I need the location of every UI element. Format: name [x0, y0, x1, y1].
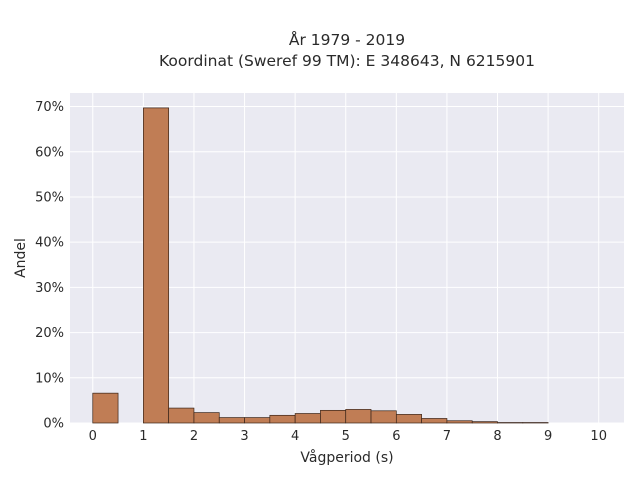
- histogram-bar: [244, 417, 271, 424]
- x-tick-label: 5: [342, 429, 350, 444]
- y-tick-label: 30%: [35, 281, 64, 296]
- y-tick-label: 0%: [43, 417, 64, 432]
- x-tick-label: 10: [590, 429, 607, 444]
- x-tick-label: 0: [89, 429, 97, 444]
- histogram-bar: [421, 418, 448, 424]
- chart-title-line-2: Koordinat (Sweref 99 TM): E 348643, N 62…: [159, 52, 535, 70]
- y-tick-label: 60%: [35, 145, 64, 160]
- histogram-bar: [218, 417, 245, 424]
- x-tick-label: 4: [291, 429, 299, 444]
- chart-title-line-1: År 1979 - 2019: [289, 30, 405, 49]
- x-tick-labels: 0 1 2 3 4 5 6 7 8 9 10: [89, 429, 607, 444]
- grid-lines: [70, 93, 624, 424]
- histogram-bar: [471, 421, 498, 424]
- histogram-bar: [370, 410, 397, 424]
- histogram-bar: [345, 409, 372, 424]
- x-tick-label: 6: [392, 429, 400, 444]
- bars-group: [92, 107, 549, 424]
- histogram-bar: [395, 414, 422, 424]
- histogram-bar: [320, 409, 347, 424]
- histogram-bar: [168, 407, 195, 424]
- x-tick-label: 8: [493, 429, 501, 444]
- y-tick-label: 10%: [35, 371, 64, 386]
- histogram-bar: [446, 420, 473, 424]
- x-tick-label: 3: [240, 429, 248, 444]
- y-tick-label: 50%: [35, 190, 64, 205]
- x-axis-label: Vågperiod (s): [300, 449, 393, 466]
- y-tick-label: 20%: [35, 326, 64, 341]
- histogram-bar: [92, 392, 119, 424]
- y-tick-label: 70%: [35, 100, 64, 115]
- x-tick-label: 9: [544, 429, 552, 444]
- y-axis-label: Andel: [13, 238, 29, 278]
- x-tick-label: 2: [190, 429, 198, 444]
- histogram-bar: [269, 414, 296, 424]
- y-tick-labels: 0% 10% 20% 30% 40% 50% 60% 70%: [35, 100, 64, 431]
- histogram-bar: [193, 412, 220, 424]
- y-tick-label: 40%: [35, 236, 64, 251]
- histogram-bar: [143, 107, 170, 424]
- x-tick-label: 1: [139, 429, 147, 444]
- histogram-bar: [294, 413, 321, 424]
- x-tick-label: 7: [443, 429, 451, 444]
